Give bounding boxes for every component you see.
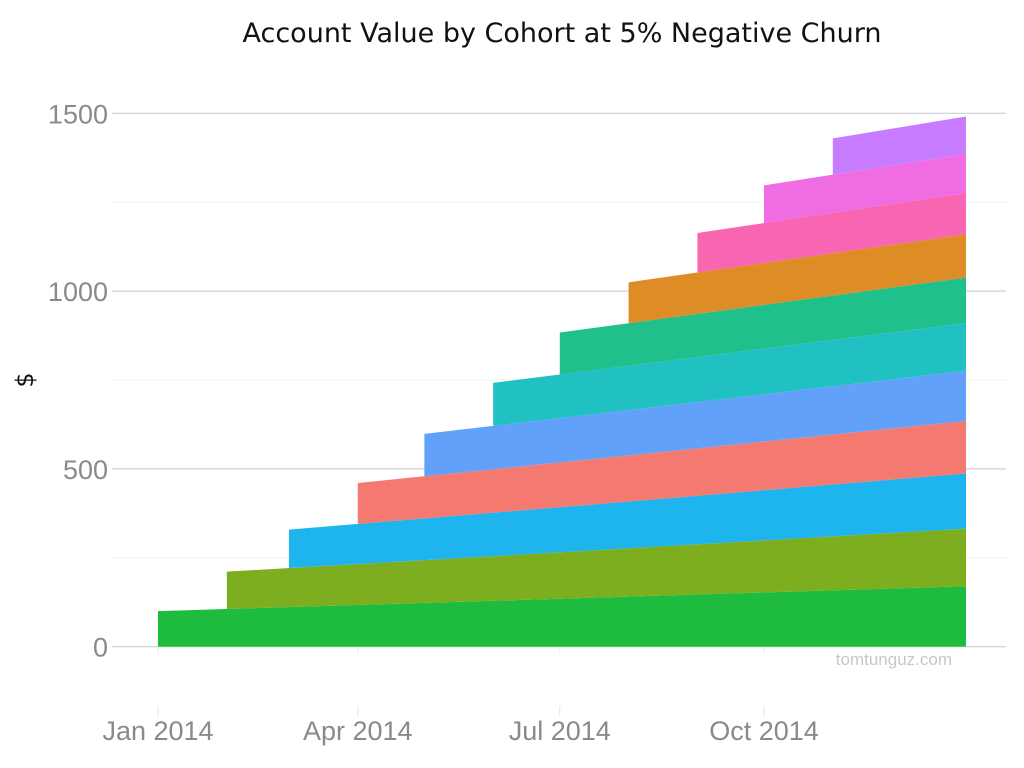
x-tick-label: Jan 2014 (102, 716, 213, 746)
y-axis-ticks: 0 500 1000 1500 (48, 99, 108, 662)
cohort-area-4 (357, 420, 966, 524)
y-tick-label: 0 (93, 633, 108, 663)
cohort-area-9 (697, 192, 966, 273)
watermark-text: tomtunguz.com (836, 650, 952, 669)
cohort-area-1 (158, 586, 966, 647)
x-tick-label: Apr 2014 (303, 716, 413, 746)
y-tick-label: 1500 (48, 99, 108, 129)
y-tick-label: 500 (63, 455, 108, 485)
cohort-area-3 (288, 473, 966, 569)
cohort-area-6 (493, 323, 966, 426)
cohort-area-8 (628, 234, 966, 324)
cohort-area-2 (226, 528, 967, 609)
x-axis-ticks: Jan 2014 Apr 2014 Jul 2014 Oct 2014 (102, 716, 818, 746)
cohort-areas (158, 116, 967, 647)
x-tick-label: Jul 2014 (509, 716, 611, 746)
chart-title: Account Value by Cohort at 5% Negative C… (243, 18, 882, 49)
y-tick-label: 1000 (48, 277, 108, 307)
cohort-area-7 (559, 277, 966, 375)
cohort-area-5 (424, 370, 966, 477)
cohort-area-11 (832, 116, 966, 175)
y-axis-label: $ (11, 372, 39, 387)
cohort-area-10 (764, 153, 966, 224)
x-tick-label: Oct 2014 (709, 716, 819, 746)
